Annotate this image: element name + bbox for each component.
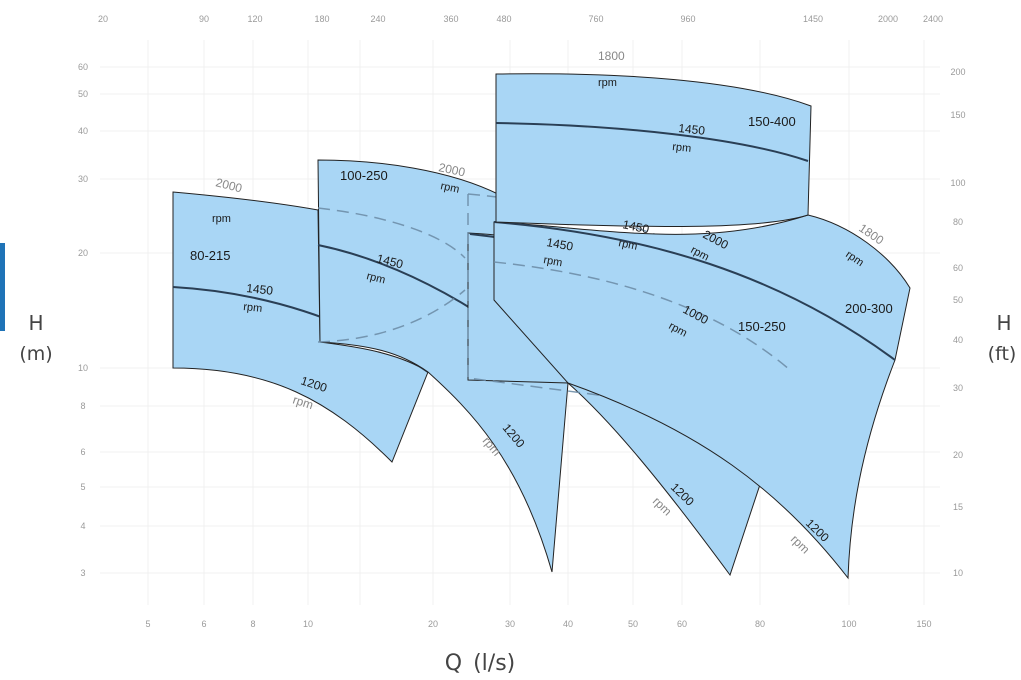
x-tick-bottom-30: 30 [505, 619, 515, 629]
y-tick-left-20: 20 [78, 248, 88, 258]
model-label-80-215: 80-215 [190, 248, 230, 263]
speed-label-200-300-1450: 1450 [621, 217, 650, 236]
y-axis-title-left-unit: (m) [19, 343, 52, 365]
x-tick-bottom-20: 20 [428, 619, 438, 629]
rpm-label-100-250-2000: rpm [439, 180, 460, 196]
x-tick-bottom-6: 6 [201, 619, 206, 629]
x-tick-top-480: 480 [496, 14, 511, 24]
x-tick-top-760: 760 [588, 14, 603, 24]
y-tick-right-60: 60 [953, 263, 963, 273]
y-tick-right-30: 30 [953, 383, 963, 393]
rpm-label-150-400-1450: rpm [672, 141, 692, 155]
y-tick-right-100: 100 [950, 178, 965, 188]
x-tick-bottom-40: 40 [563, 619, 573, 629]
x-tick-bottom-80: 80 [755, 619, 765, 629]
y-tick-right-15: 15 [953, 502, 963, 512]
y-tick-left-50: 50 [78, 89, 88, 99]
x-tick-bottom-10: 10 [303, 619, 313, 629]
y-ticks-right: 200 150 100 80 60 50 40 30 20 15 10 [950, 67, 965, 578]
x-tick-top-90: 90 [199, 14, 209, 24]
x-tick-top-180: 180 [314, 14, 329, 24]
x-tick-top-1450: 1450 [803, 14, 823, 24]
model-label-200-300: 200-300 [845, 301, 893, 316]
x-axis-title: Q (l/s) [445, 651, 515, 676]
model-label-100-250: 100-250 [340, 168, 388, 183]
x-tick-bottom-150: 150 [916, 619, 931, 629]
speed-label-80-215-1450: 1450 [246, 281, 274, 298]
y-tick-left-60: 60 [78, 62, 88, 72]
rpm-label-200-300-1450: rpm [617, 237, 638, 253]
y-tick-right-40: 40 [953, 335, 963, 345]
y-tick-left-8: 8 [80, 401, 85, 411]
dash-100-250-b [317, 289, 466, 343]
curve-200-300-1450 [493, 221, 896, 361]
y-tick-right-50: 50 [953, 295, 963, 305]
speed-label-80-215-2000: 2000 [214, 175, 244, 195]
x-tick-bottom-8: 8 [250, 619, 255, 629]
y-ticks-left: 60 50 40 30 20 10 8 6 5 4 3 [78, 62, 88, 578]
region-200-300 [493, 214, 911, 580]
region-150-400 [495, 73, 812, 227]
dash-100-250 [317, 207, 466, 259]
y-tick-left-40: 40 [78, 126, 88, 136]
rpm-label-80-215-1200: rpm [291, 393, 315, 413]
x-tick-bottom-5: 5 [145, 619, 150, 629]
rpm-label-80-215-2000: rpm [212, 213, 231, 225]
y-tick-right-80: 80 [953, 217, 963, 227]
x-tick-top-20: 20 [98, 14, 108, 24]
y-tick-left-5: 5 [80, 482, 85, 492]
x-tick-top-960: 960 [680, 14, 695, 24]
series-200-300 [493, 214, 911, 580]
rpm-label-150-400-1800: rpm [598, 77, 617, 89]
y-tick-right-20: 20 [953, 450, 963, 460]
speed-label-150-250-1450: 1450 [545, 235, 574, 253]
x-ticks-bottom: 5 6 8 10 20 30 40 50 60 80 100 150 [145, 619, 931, 629]
y-tick-right-200: 200 [950, 67, 965, 77]
y-tick-left-6: 6 [80, 447, 85, 457]
speed-label-150-400-1450: 1450 [678, 121, 706, 138]
y-tick-left-3: 3 [80, 568, 85, 578]
x-tick-bottom-100: 100 [841, 619, 856, 629]
y-axis-title-right-h: H [996, 311, 1011, 335]
dash-200-300 [493, 261, 791, 371]
y-axis-title-left-h: H [28, 311, 43, 335]
x-tick-top-240: 240 [370, 14, 385, 24]
speed-label-100-250-2000: 2000 [437, 160, 466, 179]
model-label-150-400: 150-400 [748, 114, 796, 129]
x-tick-bottom-50: 50 [628, 619, 638, 629]
rpm-label-150-250-1450: rpm [542, 254, 563, 269]
x-tick-top-360: 360 [443, 14, 458, 24]
series-150-400 [495, 73, 812, 227]
model-label-150-250: 150-250 [738, 319, 786, 334]
x-tick-top-120: 120 [247, 14, 262, 24]
rpm-label-80-215-1450: rpm [243, 301, 263, 315]
x-tick-top-2000: 2000 [878, 14, 898, 24]
region-80-215 [172, 191, 429, 463]
rpm-label-100-250-1450: rpm [365, 270, 386, 286]
curve-150-400-1450 [495, 122, 809, 162]
x-tick-top-2400: 2400 [923, 14, 943, 24]
y-tick-right-10: 10 [953, 568, 963, 578]
speed-label-100-250-1450: 1450 [375, 251, 405, 271]
y-tick-left-10: 10 [78, 363, 88, 373]
speed-label-150-400-1800: 1800 [598, 49, 625, 63]
rpm-label-200-300-1200: rpm [788, 532, 813, 556]
y-tick-right-150: 150 [950, 110, 965, 120]
y-tick-left-30: 30 [78, 174, 88, 184]
x-ticks-top: 20 90 120 180 240 360 480 760 960 1450 2000 2400 [98, 14, 943, 24]
y-tick-left-4: 4 [80, 521, 85, 531]
x-tick-bottom-60: 60 [677, 619, 687, 629]
y-axis-title-right-unit: (ft) [988, 343, 1017, 365]
accent-bar [0, 243, 5, 331]
